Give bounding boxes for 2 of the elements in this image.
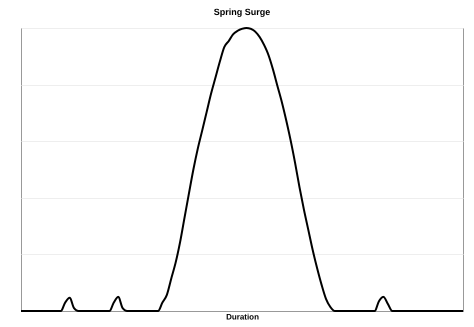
chart-title: Spring Surge [214, 7, 270, 17]
x-axis-title: Duration [226, 312, 260, 322]
